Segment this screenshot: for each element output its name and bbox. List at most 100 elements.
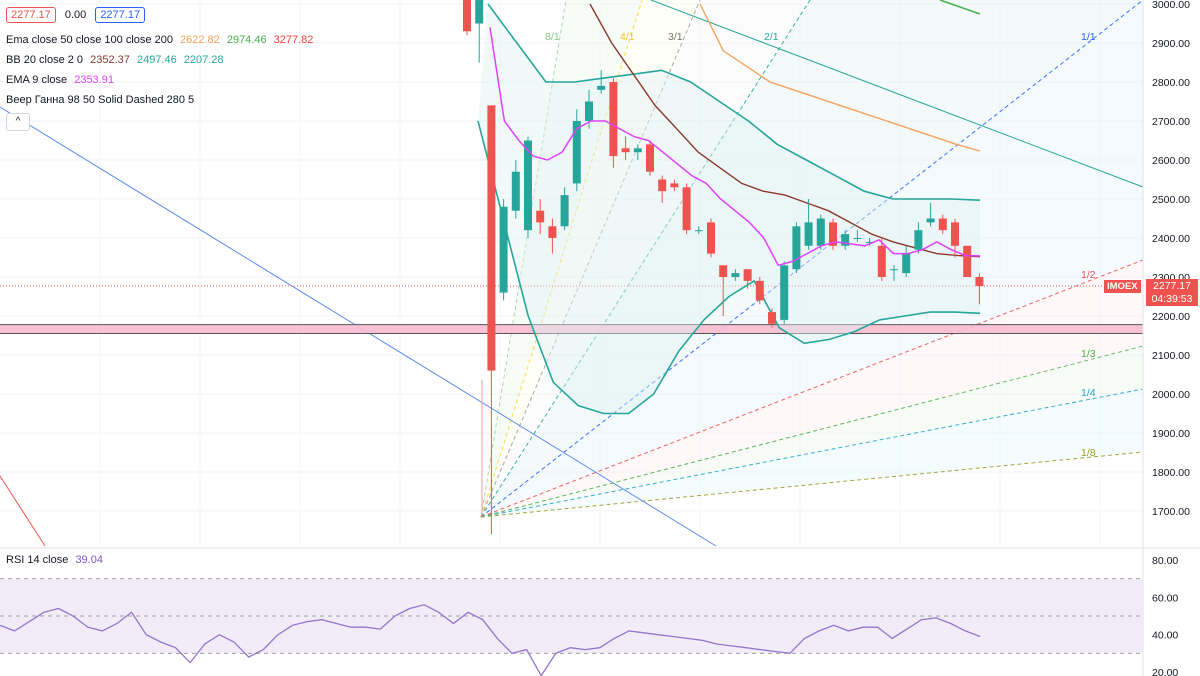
gann-wedge xyxy=(481,0,1143,517)
gann-labels: 8/1 4/1 3/1 2/1 1/1 1/2 1/3 1/4 1/8 xyxy=(545,31,1096,459)
bb-upper-value: 2497.46 xyxy=(136,54,177,66)
candle-body xyxy=(841,234,850,246)
candle-body xyxy=(926,218,935,223)
gann-label: 4/1 xyxy=(620,31,635,43)
price-tick-label: 2900.00 xyxy=(1152,38,1190,50)
gann-label: 1/1 xyxy=(1081,31,1096,43)
bb-fill xyxy=(478,4,980,414)
price-box-right: 2277.17 xyxy=(95,7,146,23)
candle-body xyxy=(670,183,679,188)
rsi-tick-label: 80.00 xyxy=(1152,555,1178,567)
rsi-tick-label: 60.00 xyxy=(1152,592,1178,604)
change-value: 0.00 xyxy=(64,9,87,21)
candle-body xyxy=(719,265,728,277)
ema100-line xyxy=(939,0,981,15)
gann-label: 1/4 xyxy=(1081,387,1096,399)
support-zone xyxy=(0,324,1143,334)
candle-body xyxy=(633,148,642,153)
gann-fan-line xyxy=(480,0,701,518)
price-tick-label: 2800.00 xyxy=(1152,77,1190,89)
gann-label: 1/8 xyxy=(1081,447,1096,459)
candle-body xyxy=(890,269,898,271)
ema9-legend[interactable]: EMA 9 close 2353.91 xyxy=(6,74,114,86)
price-tick-label: 2100.00 xyxy=(1152,350,1190,362)
candle-body xyxy=(463,0,471,32)
ema9-value: 2353.91 xyxy=(74,74,114,86)
ema50-value: 2622.82 xyxy=(180,34,220,46)
trend-line-red xyxy=(0,475,46,547)
price-tick-label: 1800.00 xyxy=(1152,467,1190,479)
ema9-line xyxy=(489,27,981,267)
candle-body xyxy=(694,230,703,232)
candle-body xyxy=(548,226,557,238)
rsi-tick-label: 20.00 xyxy=(1152,667,1178,676)
candle-body xyxy=(621,148,630,153)
candle-body xyxy=(585,101,593,121)
gann-fan-line xyxy=(480,259,1144,518)
gann-label: 1/2 xyxy=(1081,269,1096,281)
candle-body xyxy=(682,187,691,231)
candle-body xyxy=(487,105,496,371)
bb-lower-value: 2207.28 xyxy=(183,54,224,66)
price-box-left: 2277.17 xyxy=(6,7,56,23)
candle-body xyxy=(658,179,667,192)
gann-fan-line xyxy=(480,388,1144,518)
price-axis[interactable]: 1700.00 1800.00 1900.00 2000.00 2100.00 2200.… xyxy=(1142,0,1190,676)
candle-body xyxy=(951,222,959,246)
bb-upper-line xyxy=(487,3,981,201)
candle-body xyxy=(597,85,606,90)
bb-legend[interactable]: BB 20 close 2 0 2352.37 2497.46 2207.28 xyxy=(6,54,224,66)
bb-lower-line xyxy=(477,120,981,415)
candle-body xyxy=(877,245,886,277)
candle-body xyxy=(804,222,813,246)
rsi-legend[interactable]: RSI 14 close 39.04 xyxy=(6,554,103,566)
price-tick-label: 1900.00 xyxy=(1152,428,1190,440)
symbol-tag: IMOEX xyxy=(1104,280,1141,293)
price-tick-label: 2000.00 xyxy=(1152,389,1190,401)
ema-legend[interactable]: Ema close 50 close 100 close 200 2622.82… xyxy=(6,34,313,46)
bollinger-bands xyxy=(477,3,981,415)
rsi-legend-label: RSI 14 close xyxy=(6,554,69,566)
price-tick-label: 2200.00 xyxy=(1152,311,1190,323)
candle-body xyxy=(902,253,911,274)
gann-fan xyxy=(0,0,1144,547)
candle-body xyxy=(731,273,740,277)
candle-body xyxy=(768,312,776,324)
rsi-line xyxy=(0,604,981,676)
gann-fan-line xyxy=(480,0,567,518)
price-tick-label: 2500.00 xyxy=(1152,194,1190,206)
candle-body xyxy=(743,269,752,281)
candle-body xyxy=(572,121,581,184)
price-tick-label: 3000.00 xyxy=(1152,0,1190,11)
ema100-value: 2974.46 xyxy=(226,34,267,46)
candle-body xyxy=(609,82,618,157)
candle-body xyxy=(646,144,654,172)
candle-body xyxy=(499,206,508,293)
collapse-legend-button[interactable]: ^ xyxy=(6,113,30,131)
gann-wedge xyxy=(481,0,810,517)
ema-lines xyxy=(489,0,981,267)
gann-legend-label: Веер Ганна 98 50 Solid Dashed 280 5 xyxy=(6,94,195,106)
candle-body xyxy=(536,210,545,223)
candle-body xyxy=(938,218,947,231)
candle-body xyxy=(792,226,801,270)
candle-body xyxy=(475,0,484,24)
candle-body xyxy=(963,245,972,277)
trend-line-teal xyxy=(650,0,1144,188)
gann-legend[interactable]: Веер Ганна 98 50 Solid Dashed 280 5 xyxy=(6,94,194,106)
ema200-value: 3277.82 xyxy=(273,34,314,46)
candle-body xyxy=(829,222,837,246)
rsi-pane xyxy=(0,578,1143,676)
candle-body xyxy=(780,265,789,320)
candle-body xyxy=(853,238,862,239)
candle-body xyxy=(755,280,764,301)
price-legend: 2277.17 0.00 2277.17 xyxy=(6,7,146,23)
gann-label: 8/1 xyxy=(545,31,560,43)
bb-basis-value: 2352.37 xyxy=(90,54,130,66)
gann-fan-line xyxy=(480,451,1144,518)
last-price-tag: 2277.17 xyxy=(1146,279,1198,293)
bar-timer-tag: 04:39:53 xyxy=(1146,292,1198,306)
candle-body xyxy=(865,241,874,243)
candle-body xyxy=(560,195,569,227)
